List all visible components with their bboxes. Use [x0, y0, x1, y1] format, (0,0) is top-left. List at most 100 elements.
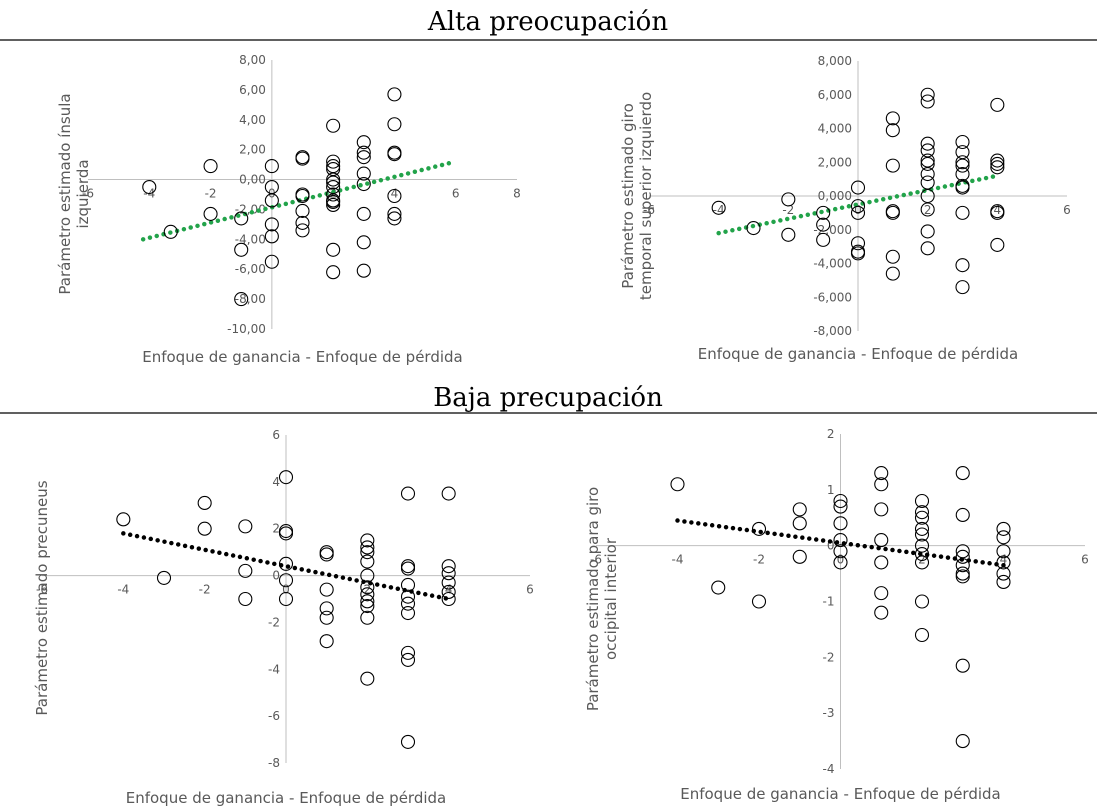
section-title-high: Alta preocupación	[427, 7, 668, 37]
y-tick-label: -8,000	[813, 324, 852, 338]
data-point	[400, 606, 416, 621]
data-point	[360, 533, 375, 548]
y-tick-label: 8,000	[818, 54, 852, 68]
data-point	[278, 526, 294, 541]
chart-insula-izquierda: -6 -4 -2 0 2 4 6 8-10,00-8,00-6,00-4,00-2,000,0…	[56, 53, 521, 366]
x-tick-label: -2	[782, 203, 794, 217]
x-tick-label: -6	[590, 553, 602, 567]
data-point	[990, 205, 1005, 220]
data-point	[874, 502, 889, 517]
data-point	[326, 197, 341, 213]
data-point	[441, 559, 456, 574]
data-point	[400, 561, 416, 576]
y-axis-title: Parámetro estimado para girooccipital in…	[584, 487, 620, 711]
data-point	[326, 154, 341, 169]
data-point	[387, 206, 402, 221]
data-point	[850, 236, 866, 251]
y-tick-label: 0	[827, 539, 835, 553]
data-point	[990, 153, 1005, 168]
data-point	[920, 94, 935, 109]
trendline	[716, 173, 1000, 236]
y-axis-title-line: occipital interior	[602, 537, 620, 660]
data-point	[295, 203, 310, 218]
data-point	[360, 545, 375, 560]
y-tick-label: 2	[272, 522, 280, 536]
data-point	[920, 136, 935, 151]
data-point	[360, 610, 375, 625]
data-point	[996, 530, 1011, 545]
data-point	[914, 521, 930, 536]
y-tick-label: -6	[268, 709, 280, 723]
y-axis-title: Parámetro estimado precuneus	[33, 480, 51, 715]
y-axis-title-line: Parámetro estimado precuneus	[33, 480, 51, 715]
data-point	[295, 215, 310, 230]
x-tick-label: -4	[117, 583, 129, 597]
y-tick-label: 1	[827, 483, 835, 497]
data-point	[746, 221, 761, 236]
x-tick-label: 4	[1000, 553, 1008, 567]
data-point	[833, 499, 848, 514]
x-tick-label: 2	[918, 553, 926, 567]
y-tick-label: 0	[272, 569, 280, 583]
y-tick-label: -10,00	[227, 322, 266, 336]
data-point	[920, 241, 935, 256]
data-point	[360, 598, 375, 614]
y-tick-label: 8,00	[239, 53, 266, 67]
data-point	[387, 188, 402, 204]
data-point	[387, 147, 402, 162]
y-tick-label: 2,00	[239, 143, 266, 157]
x-tick-label: 0	[282, 583, 290, 597]
data-point	[360, 554, 375, 569]
data-point	[387, 117, 402, 132]
data-point	[356, 235, 371, 250]
data-point	[816, 205, 831, 220]
y-tick-label: -8	[268, 756, 280, 770]
y-tick-label: -2	[823, 650, 835, 664]
y-tick-label: -3	[823, 706, 835, 720]
data-point	[885, 205, 900, 220]
x-axis-title: Enfoque de ganancia - Enfoque de pérdida	[142, 348, 463, 366]
y-tick-label: 6	[272, 428, 280, 442]
data-point	[955, 134, 970, 150]
y-axis-title: Parámetro estimado girotemporal superior…	[619, 92, 655, 300]
data-point	[360, 594, 375, 609]
data-point	[264, 229, 279, 244]
x-tick-label: -2	[199, 583, 211, 597]
data-point	[278, 556, 294, 571]
data-point	[990, 237, 1005, 252]
data-point	[990, 160, 1005, 175]
y-axis-title-line: Parámetro estimado giro	[619, 103, 637, 289]
data-point	[833, 555, 848, 570]
data-point	[356, 150, 371, 165]
data-point	[711, 580, 726, 595]
data-point	[920, 87, 935, 102]
y-tick-label: 4	[272, 475, 280, 489]
data-point	[955, 158, 970, 173]
y-tick-label: -4	[268, 662, 280, 676]
data-point	[874, 555, 889, 570]
data-point	[326, 118, 341, 133]
data-point	[203, 206, 218, 221]
data-point	[203, 159, 218, 174]
data-point	[400, 652, 416, 667]
data-point	[914, 546, 930, 562]
data-point	[781, 192, 796, 207]
y-axis-title: Parámetro estimado ínsulaizquierda	[56, 93, 92, 294]
data-point	[326, 265, 341, 280]
data-point	[833, 516, 848, 531]
data-point	[360, 540, 375, 555]
y-tick-label: -2,00	[235, 202, 266, 216]
x-tick-label: 4	[391, 187, 399, 201]
data-point	[914, 538, 930, 553]
data-point	[885, 111, 900, 126]
data-point	[356, 145, 371, 160]
data-point	[400, 645, 416, 660]
data-point	[996, 574, 1011, 590]
y-tick-label: -6,00	[235, 262, 266, 276]
x-tick-label: -2	[205, 187, 217, 201]
data-point	[850, 199, 866, 214]
data-point	[197, 521, 212, 536]
data-point	[885, 158, 900, 173]
data-point	[670, 477, 685, 492]
y-tick-label: 4,00	[239, 113, 266, 127]
